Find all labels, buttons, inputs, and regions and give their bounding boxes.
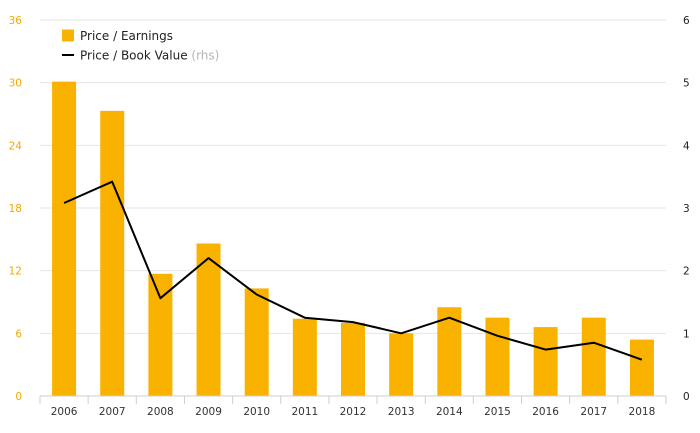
x-tick-label: 2015	[484, 406, 511, 418]
x-tick-label: 2012	[340, 406, 367, 418]
x-tick-label: 2006	[51, 406, 78, 418]
x-tick-label: 2010	[243, 406, 270, 418]
y-left-tick-label: 30	[9, 78, 22, 90]
x-tick-label: 2008	[147, 406, 174, 418]
bar-2006	[52, 81, 77, 396]
y-left-tick-label: 12	[9, 266, 22, 278]
y-left-tick-label: 6	[15, 328, 22, 340]
bar-2018	[629, 339, 654, 396]
bar-2008	[148, 273, 173, 396]
y-right-tick-label: 4	[683, 140, 690, 152]
y-right-tick-label: 1	[683, 328, 690, 340]
x-tick-label: 2014	[436, 406, 463, 418]
y-right-tick-label: 2	[683, 266, 690, 278]
gridlines	[40, 19, 666, 334]
bar-2014	[437, 307, 462, 396]
legend-label-price-book-value-name: Price / Book Value	[80, 49, 188, 63]
legend-label-price-book-value: Price / Book Value (rhs)	[80, 49, 219, 63]
bar-2011	[292, 318, 317, 396]
line-series-price-book-value	[63, 180, 643, 361]
bar-2016	[533, 327, 558, 396]
legend: Price / Earnings Price / Book Value (rhs…	[62, 29, 219, 63]
bar-series-price-earnings	[52, 81, 654, 396]
y-right-tick-label: 6	[683, 15, 690, 27]
x-tick-label: 2011	[291, 406, 318, 418]
x-tick-label: 2016	[532, 406, 559, 418]
bar-2015	[485, 317, 510, 396]
bar-2013	[389, 333, 414, 396]
x-tick-label: 2017	[580, 406, 607, 418]
bar-2010	[244, 288, 269, 396]
x-tick-label: 2018	[629, 406, 656, 418]
legend-label-rhs-note: (rhs)	[191, 49, 219, 63]
legend-label-price-earnings: Price / Earnings	[80, 29, 173, 43]
x-tick-label: 2009	[195, 406, 222, 418]
x-tick-label: 2013	[388, 406, 415, 418]
y-left-tick-label: 24	[9, 140, 23, 152]
x-tick-label: 2007	[99, 406, 126, 418]
y-left-tick-label: 36	[9, 15, 23, 27]
y-left-tick-label: 0	[15, 391, 22, 403]
legend-swatch-price-earnings	[62, 29, 74, 42]
y-right-tick-label: 3	[683, 203, 690, 215]
y-right-tick-label: 0	[683, 391, 690, 403]
y-right-tick-label: 5	[683, 78, 690, 90]
bar-2007	[100, 110, 125, 396]
bar-2009	[196, 243, 221, 396]
line-price-book-value	[63, 180, 643, 361]
y-left-tick-label: 18	[9, 203, 22, 215]
bar-2017	[581, 317, 606, 396]
bar-2012	[341, 322, 365, 396]
axes: 2006 2007 2008 2009 2010 2011 2012 2013 2014 2015…	[9, 15, 690, 418]
